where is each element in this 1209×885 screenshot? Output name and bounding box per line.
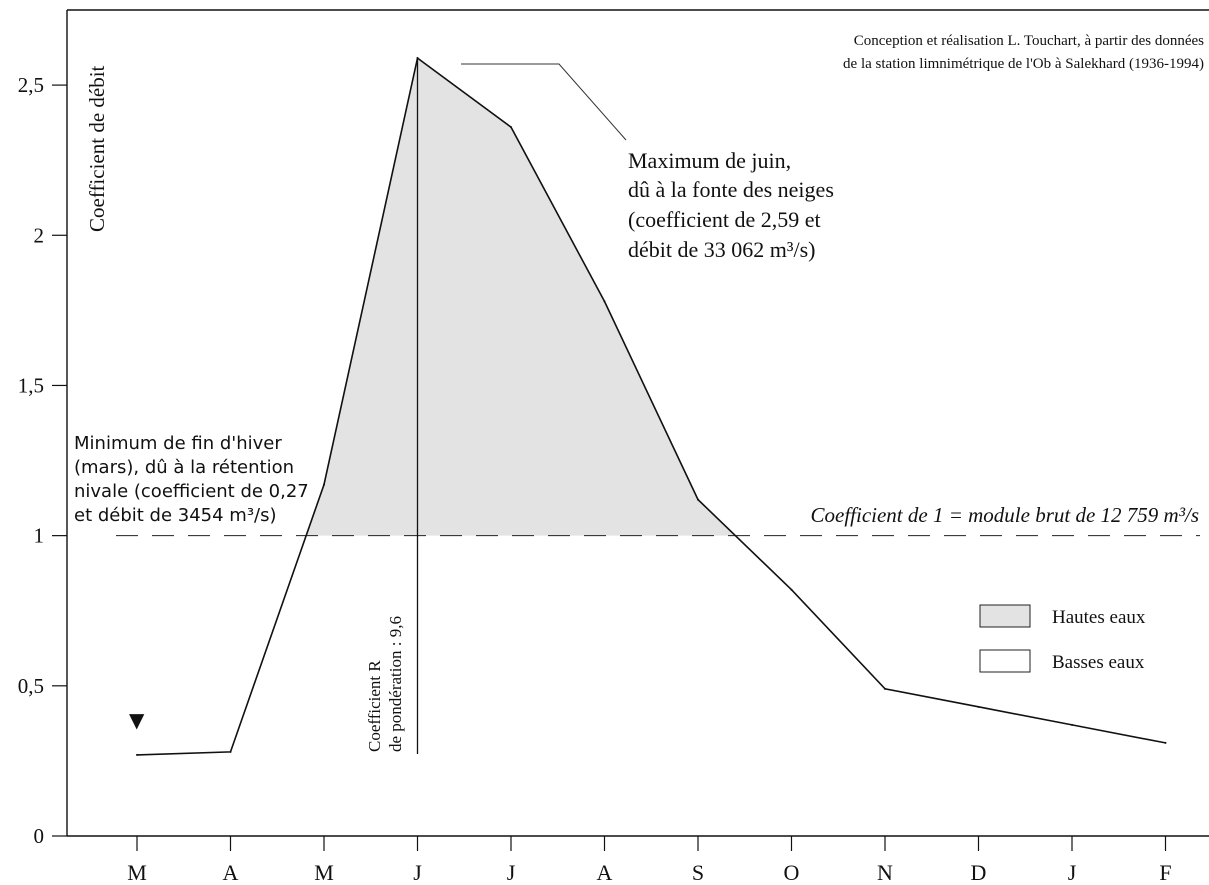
x-tick-label-4: J xyxy=(507,860,516,885)
x-tick-label-7: O xyxy=(784,860,800,885)
data-point-3 xyxy=(416,57,419,60)
credit-line-2: de la station limnimétrique de l'Ob à Sa… xyxy=(843,56,1204,72)
data-point-0 xyxy=(136,753,138,756)
x-tick-label-1: A xyxy=(223,860,239,885)
y-axis-ticks: 0 0,5 1 1,5 2 2,5 xyxy=(18,73,67,848)
y-tick-label-3: 1,5 xyxy=(18,373,44,397)
data-point-10 xyxy=(1071,723,1073,726)
data-point-4 xyxy=(510,126,512,129)
legend-label-hautes-eaux: Hautes eaux xyxy=(1052,607,1146,628)
maximum-annotation-1: Maximum de juin, xyxy=(628,148,791,173)
minimum-marker-icon: ▼ xyxy=(129,708,145,732)
maximum-annotation-2: dû à la fonte des neiges xyxy=(628,177,834,202)
legend-label-basses-eaux: Basses eaux xyxy=(1052,652,1145,673)
x-tick-label-8: N xyxy=(877,860,893,885)
legend-swatch-hautes-eaux xyxy=(979,604,1031,628)
y-tick-label-0: 0 xyxy=(34,824,45,848)
x-tick-label-0: M xyxy=(127,860,147,885)
coefficient-r-label-1: Coefficient R xyxy=(365,660,384,752)
data-point-2 xyxy=(323,483,325,486)
maximum-annotation-4: débit de 33 062 m³/s) xyxy=(628,237,815,262)
data-point-1 xyxy=(229,750,232,753)
data-point-11 xyxy=(1164,741,1167,744)
y-tick-label-2: 1 xyxy=(34,524,45,548)
credit-line-1: Conception et réalisation L. Touchart, à… xyxy=(854,33,1204,49)
x-tick-label-2: M xyxy=(314,860,334,885)
y-tick-label-4: 2 xyxy=(34,223,45,247)
x-tick-label-9: D xyxy=(971,860,987,885)
data-points xyxy=(136,57,1167,756)
x-tick-label-5: A xyxy=(597,860,613,885)
y-axis-label: Coefficient de débit xyxy=(85,65,109,232)
high-water-area xyxy=(306,58,736,536)
x-tick-label-3: J xyxy=(413,860,422,885)
legend: Hautes eaux Basses eaux xyxy=(979,604,1146,673)
x-tick-label-11: F xyxy=(1159,860,1171,885)
data-point-9 xyxy=(977,705,980,708)
maximum-annotation-3: (coefficient de 2,59 et xyxy=(628,207,821,232)
data-point-6 xyxy=(697,498,699,501)
minimum-annotation-1: Minimum de fin d'hiver xyxy=(74,433,282,454)
maximum-leader-line xyxy=(461,63,627,141)
x-tick-label-6: S xyxy=(692,860,704,885)
data-point-8 xyxy=(884,687,886,690)
module-reference-label: Coefficient de 1 = module brut de 12 759… xyxy=(811,503,1200,527)
data-point-7 xyxy=(790,588,793,591)
minimum-annotation-4: et débit de 3454 m³/s) xyxy=(74,505,277,526)
x-tick-label-10: J xyxy=(1068,860,1077,885)
coefficient-r-label-2: de pondération : 9,6 xyxy=(386,616,405,752)
y-tick-label-5: 2,5 xyxy=(18,73,44,97)
minimum-annotation-2: (mars), dû à la rétention xyxy=(74,457,294,478)
data-point-5 xyxy=(603,300,606,303)
minimum-annotation-3: nivale (coefficient de 0,27 xyxy=(74,481,309,502)
legend-swatch-basses-eaux xyxy=(979,649,1031,673)
y-tick-label-1: 0,5 xyxy=(18,674,44,698)
series-line xyxy=(136,56,1166,756)
